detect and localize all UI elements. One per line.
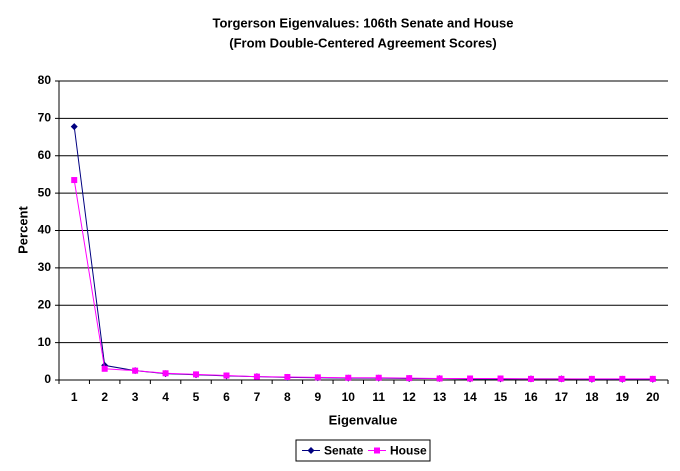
y-tick-label: 50	[38, 185, 52, 199]
x-tick-label: 11	[372, 390, 385, 404]
chart-subtitle: (From Double-Centered Agreement Scores)	[229, 35, 497, 50]
x-tick-label: 19	[616, 390, 630, 404]
x-tick-label: 4	[162, 390, 169, 404]
x-tick-label: 20	[646, 390, 660, 404]
y-axis-label: Percent	[15, 205, 30, 253]
y-tick-label: 0	[44, 372, 51, 386]
x-tick-label: 14	[463, 390, 477, 404]
marker	[345, 374, 352, 381]
chart-title: Torgerson Eigenvalues: 106th Senate and …	[212, 15, 513, 30]
marker	[467, 375, 474, 382]
legend-label: House	[390, 444, 427, 458]
y-tick-label: 70	[38, 111, 52, 125]
y-tick-label: 10	[38, 335, 52, 349]
y-tick-label: 30	[38, 260, 52, 274]
x-tick-label: 16	[524, 390, 538, 404]
y-tick-label: 80	[38, 73, 52, 87]
marker	[162, 370, 169, 377]
x-tick-label: 9	[314, 390, 321, 404]
marker	[132, 367, 139, 374]
marker	[193, 371, 200, 378]
marker	[619, 375, 626, 382]
x-tick-label: 18	[585, 390, 599, 404]
x-tick-label: 10	[342, 390, 356, 404]
marker	[253, 373, 260, 380]
x-tick-label: 2	[101, 390, 108, 404]
marker	[374, 447, 380, 454]
marker	[307, 447, 315, 454]
x-tick-label: 12	[402, 390, 416, 404]
marker	[649, 375, 656, 382]
x-tick-label: 5	[193, 390, 200, 404]
y-tick-label: 60	[38, 148, 52, 162]
x-tick-label: 7	[254, 390, 261, 404]
y-tick-label: 40	[38, 223, 52, 237]
marker	[558, 375, 565, 382]
x-tick-label: 8	[284, 390, 291, 404]
marker	[375, 374, 382, 381]
x-tick-label: 17	[555, 390, 569, 404]
marker	[588, 375, 595, 382]
x-tick-label: 3	[132, 390, 139, 404]
marker	[314, 374, 321, 381]
marker	[71, 177, 78, 184]
x-tick-label: 6	[223, 390, 230, 404]
legend-label: Senate	[324, 444, 364, 458]
y-tick-label: 20	[38, 297, 52, 311]
x-tick-label: 13	[433, 390, 447, 404]
marker	[101, 365, 108, 372]
marker	[70, 123, 78, 131]
x-tick-label: 15	[494, 390, 508, 404]
series-line	[73, 179, 653, 380]
marker	[406, 375, 413, 382]
marker	[436, 375, 443, 382]
marker	[527, 375, 534, 382]
x-tick-label: 1	[71, 390, 78, 404]
legend-box	[295, 439, 431, 462]
marker	[223, 372, 230, 379]
x-axis-label: Eigenvalue	[329, 412, 398, 427]
marker	[497, 375, 504, 382]
marker	[284, 374, 291, 381]
